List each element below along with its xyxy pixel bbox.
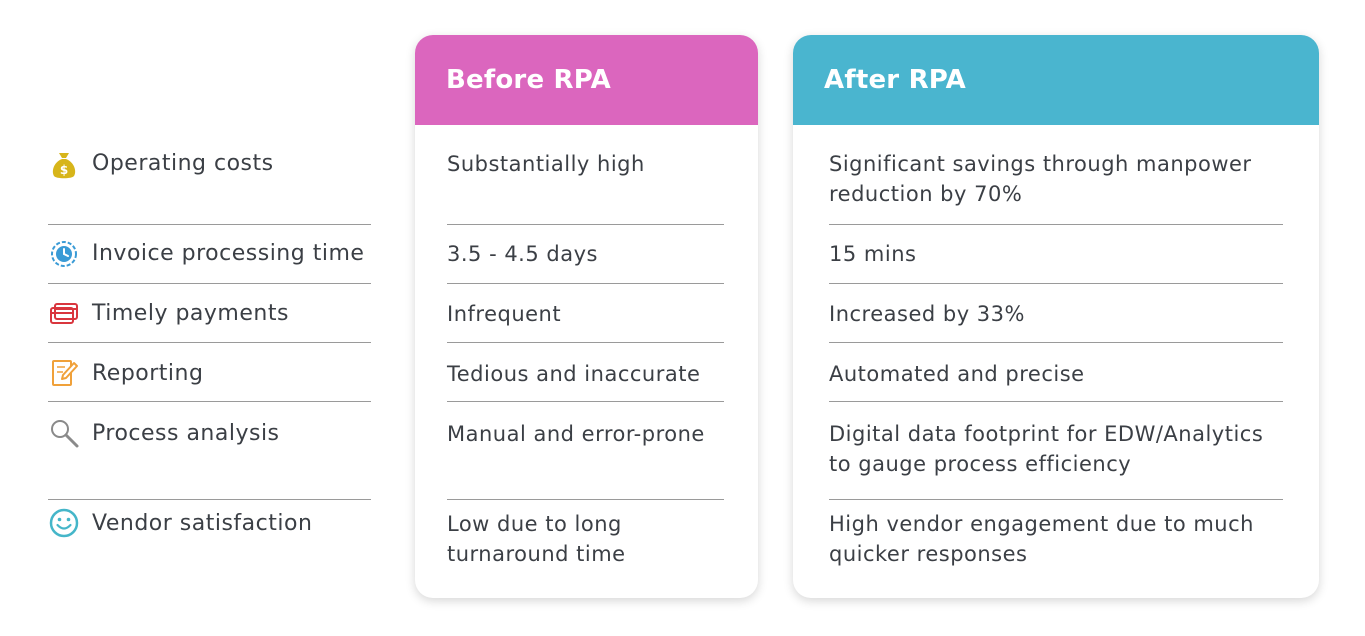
after-vendor-satisfaction: High vendor engagement due to much quicke… [829, 512, 1254, 566]
before-reporting: Tedious and inaccurate [447, 362, 701, 386]
before-vendor-satisfaction: Low due to long turnaround time [447, 512, 626, 566]
credit-card-icon [50, 303, 78, 324]
divider [48, 499, 371, 500]
after-timely-payments: Increased by 33% [829, 302, 1025, 326]
after-rpa-header: After RPA [793, 35, 1319, 125]
row-label-timely-payments: Timely payments [92, 301, 289, 326]
after-invoice-processing-time: 15 mins [829, 242, 917, 266]
before-rpa-header: Before RPA [415, 35, 758, 125]
divider [829, 283, 1283, 284]
before-operating-costs: Substantially high [447, 152, 645, 176]
divider [447, 283, 724, 284]
divider [447, 401, 724, 402]
row-label-reporting: Reporting [92, 361, 204, 386]
divider [48, 401, 371, 402]
clock-icon [51, 241, 77, 267]
divider [829, 401, 1283, 402]
before-invoice-processing-time: 3.5 - 4.5 days [447, 242, 598, 266]
before-timely-payments: Infrequent [447, 302, 562, 326]
divider [447, 224, 724, 225]
divider [829, 499, 1283, 500]
magnifier-icon [51, 420, 79, 448]
row-label-operating-costs: Operating costs [92, 151, 274, 176]
divider [829, 224, 1283, 225]
after-operating-costs: Significant savings through manpower redu… [829, 152, 1252, 206]
before-rpa-card: Before RPA [415, 35, 758, 598]
svg-text:$: $ [60, 163, 68, 177]
after-reporting: Automated and precise [829, 362, 1085, 386]
divider [447, 499, 724, 500]
smiley-icon [49, 508, 79, 538]
row-label-process-analysis: Process analysis [92, 421, 280, 446]
before-process-analysis: Manual and error-prone [447, 422, 705, 446]
divider [48, 224, 371, 225]
after-rpa-card: After RPA [793, 35, 1319, 598]
after-process-analysis: Digital data footprint for EDW/Analytics… [829, 422, 1264, 476]
divider [447, 342, 724, 343]
divider [829, 342, 1283, 343]
money-bag-icon: $ [52, 153, 76, 179]
divider [48, 283, 371, 284]
row-label-invoice-processing-time: Invoice processing time [92, 241, 365, 266]
edit-document-icon [52, 360, 78, 386]
divider [48, 342, 371, 343]
row-label-vendor-satisfaction: Vendor satisfaction [92, 511, 313, 536]
